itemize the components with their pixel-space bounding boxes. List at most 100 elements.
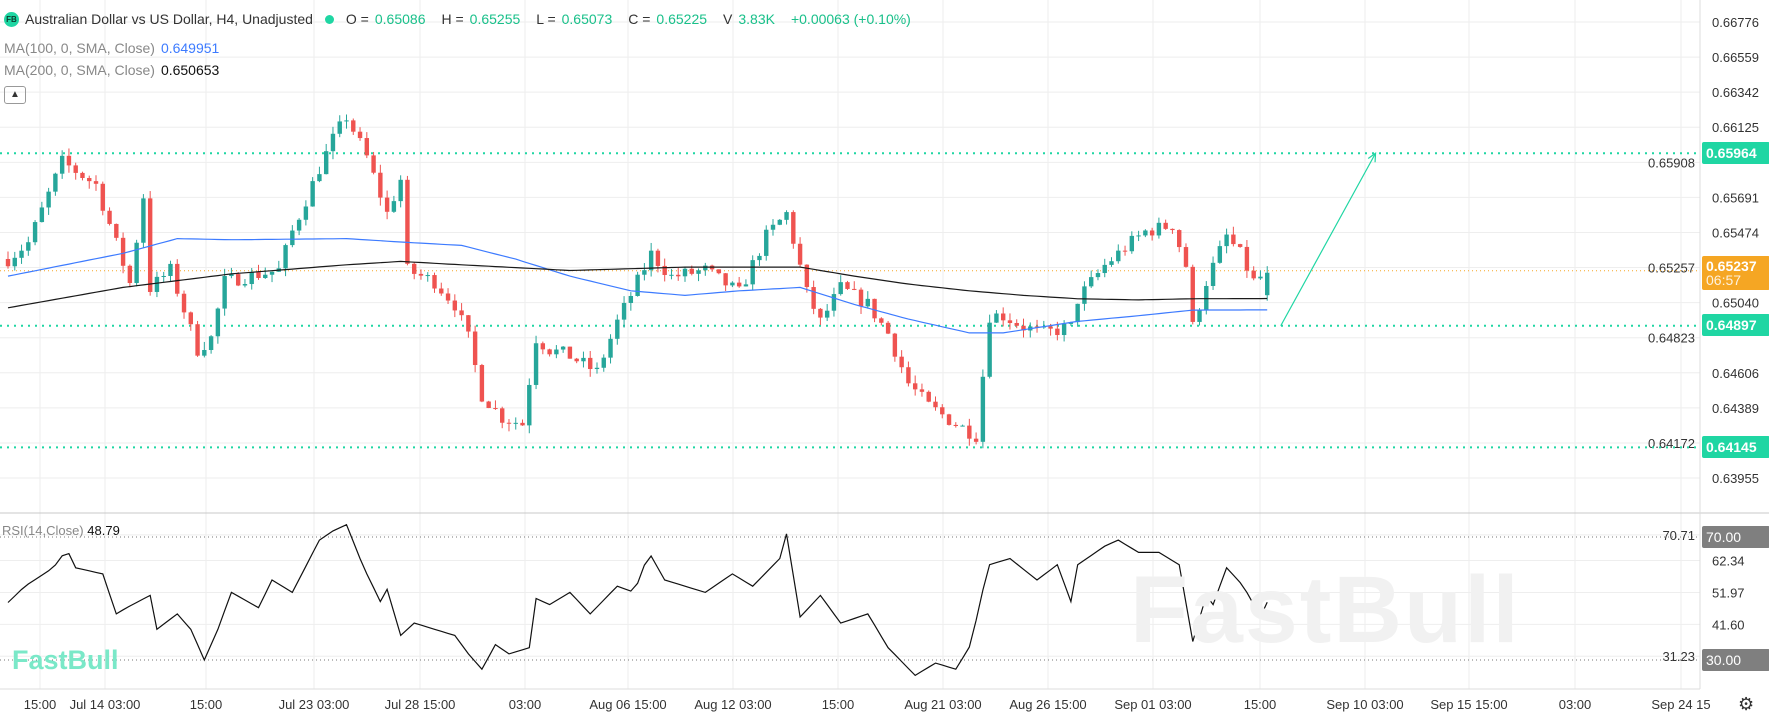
candle: [405, 175, 410, 266]
candle-body: [973, 438, 979, 442]
candle: [885, 320, 891, 335]
candle-body: [703, 265, 708, 271]
candle: [154, 271, 160, 298]
candle-body: [1102, 264, 1107, 274]
candle-body: [202, 349, 207, 356]
support-level-tag: 0.64897: [1702, 314, 1769, 336]
candle: [1041, 320, 1047, 329]
candle: [1122, 245, 1128, 256]
candle: [797, 237, 803, 267]
candle-body: [1149, 230, 1155, 236]
candle: [594, 362, 600, 374]
candle: [486, 400, 491, 409]
candle-body: [242, 284, 248, 286]
candle: [1021, 318, 1026, 338]
candle: [994, 310, 999, 323]
candle-body: [80, 172, 85, 179]
candle-body: [188, 312, 193, 325]
rsi-tick-label: 41.60: [1712, 617, 1745, 632]
candle-body: [303, 206, 309, 220]
candle: [736, 276, 742, 288]
rsi-tick-label: 51.97: [1712, 585, 1745, 600]
candle: [32, 220, 38, 246]
time-tick-label: Aug 21 03:00: [904, 697, 981, 712]
low-level-tag: 0.64145: [1702, 436, 1769, 458]
candle-body: [1122, 250, 1128, 252]
candle-body: [493, 408, 498, 410]
candle: [1237, 243, 1243, 248]
price-tick-label: 0.66342: [1712, 85, 1759, 100]
candle: [764, 225, 769, 261]
candle-body: [87, 178, 92, 182]
candle-body: [527, 384, 532, 426]
price-tick-label: 0.66125: [1712, 120, 1759, 135]
rsi-legend[interactable]: RSI(14,Close) 48.79: [2, 523, 120, 538]
candle-body: [432, 275, 437, 289]
candle-body: [439, 288, 444, 294]
chevron-up-icon: ▲: [10, 89, 20, 100]
candle-body: [662, 265, 667, 275]
candle: [493, 400, 498, 410]
time-tick-label: Sep 15 15:00: [1430, 697, 1507, 712]
candle-body: [269, 271, 275, 275]
open-value: 0.65086: [374, 11, 426, 27]
candle: [1028, 322, 1033, 338]
candle-body: [486, 401, 491, 409]
candle-body: [1082, 286, 1087, 304]
time-tick-label: Jul 23 03:00: [279, 697, 350, 712]
candle-body: [946, 414, 952, 425]
candle: [66, 148, 72, 173]
candle-body: [926, 391, 931, 402]
candle-body: [371, 155, 376, 173]
candle: [757, 253, 762, 266]
candle: [791, 210, 796, 249]
candle-body: [1197, 309, 1202, 322]
price-tick-label: 0.65040: [1712, 296, 1759, 311]
candle: [412, 262, 417, 280]
candle-body: [53, 173, 58, 192]
candle: [912, 375, 918, 396]
candle: [520, 419, 525, 426]
candle-body: [967, 425, 972, 439]
candle-body: [364, 138, 370, 156]
candle-body: [858, 289, 864, 307]
candle: [676, 267, 681, 281]
candle: [1258, 270, 1263, 280]
ma100-line: [7, 237, 1268, 334]
candle-body: [398, 179, 403, 202]
candle: [804, 264, 810, 293]
candle: [371, 151, 376, 175]
candle-body: [452, 300, 458, 311]
candle: [784, 210, 789, 225]
ma100-legend[interactable]: MA(100, 0, SMA, Close) 0.649951: [4, 40, 219, 56]
candle: [263, 267, 268, 279]
candle-body: [26, 242, 31, 251]
candle-body: [669, 274, 674, 276]
ma200-legend[interactable]: MA(200, 0, SMA, Close) 0.650653: [4, 62, 219, 78]
candle: [1265, 266, 1270, 301]
candle: [648, 242, 654, 277]
price-tick-label: 0.64172: [1648, 436, 1695, 451]
resistance-level-tag: 0.65964: [1702, 142, 1769, 164]
candle: [283, 243, 288, 277]
candle: [615, 314, 620, 345]
candle-body: [46, 191, 51, 208]
candle-body: [608, 338, 613, 358]
collapse-legend-button[interactable]: ▲: [4, 86, 26, 104]
candle-body: [181, 293, 187, 313]
candle: [540, 341, 546, 355]
candle: [452, 294, 458, 318]
candle-body: [330, 133, 336, 152]
candle: [378, 164, 383, 206]
candle-body: [127, 265, 133, 284]
candle: [892, 332, 898, 362]
candle: [5, 251, 11, 269]
candle-body: [940, 407, 945, 415]
candle: [249, 268, 254, 290]
gear-icon[interactable]: ⚙: [1738, 694, 1755, 714]
candle: [1129, 231, 1135, 254]
candle-body: [405, 179, 410, 264]
candle: [1163, 219, 1168, 230]
candle-body: [32, 222, 38, 243]
